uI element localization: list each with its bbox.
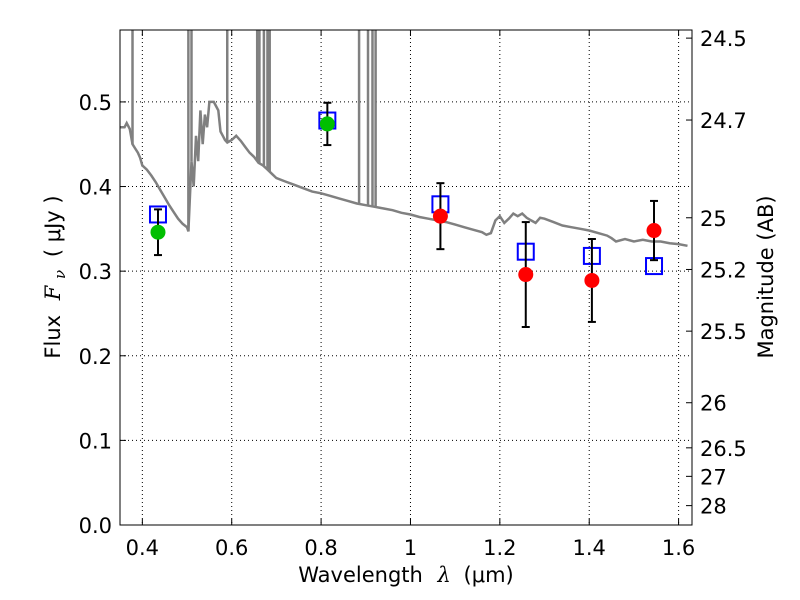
y2-tick-label: 24.7: [700, 109, 747, 133]
y2-tick-label: 27: [700, 465, 727, 489]
nir-data-point: [432, 208, 448, 224]
y-tick-label: 0.3: [79, 260, 112, 284]
y-tick-label: 0.1: [79, 429, 112, 453]
x-tick-label: 0.4: [126, 536, 159, 560]
y-axis-unit: ( μJy ): [41, 195, 65, 257]
x-tick-label: 0.6: [215, 536, 248, 560]
y-tick-label: 0.2: [79, 345, 112, 369]
y-axis-label: Flux F ν ( μJy ): [41, 195, 70, 358]
x-axis-label: Wavelength λ (μm): [298, 563, 513, 587]
y2-tick-label: 26: [700, 392, 727, 416]
y2-tick-label: 25.5: [700, 320, 747, 344]
y-axis-label-text: Flux: [41, 315, 65, 359]
x-tick-label: 1.2: [483, 536, 516, 560]
x-axis-label-text: Wavelength: [298, 563, 423, 587]
plot-frame: [119, 29, 693, 526]
x-tick-label: 0.8: [304, 536, 337, 560]
x-axis-symbol: λ: [437, 563, 451, 587]
markers: [148, 101, 664, 328]
y2-tick-label: 25.2: [700, 258, 747, 282]
x-tick-label: 1: [404, 536, 417, 560]
y-tick-label: 0.4: [79, 176, 112, 200]
model-sed-line: [120, 100, 688, 248]
y2-tick-label: 24.5: [700, 27, 747, 51]
nir-data-point: [518, 267, 534, 283]
plot-area: [120, 30, 692, 525]
x-tick-label: 1.4: [573, 536, 606, 560]
nir-data-point: [646, 223, 662, 239]
y-tick-label: 0.5: [79, 91, 112, 115]
optical-data-point: [150, 224, 166, 240]
y2-tick-label: 25: [700, 207, 727, 231]
y-tick-label: 0.0: [79, 514, 112, 538]
x-tick-label: 1.6: [662, 536, 695, 560]
y2-tick-label: 28: [700, 495, 727, 519]
y-axis-symbol: F: [41, 284, 65, 301]
x-axis-unit: (μm): [464, 563, 514, 587]
optical-data-point: [319, 116, 335, 132]
y-axis-subscript: ν: [51, 270, 69, 279]
y2-tick-label: 26.5: [700, 437, 747, 461]
sed-spikes: [131, 30, 377, 232]
grid: [120, 30, 692, 525]
ticks: 0.4 0.6 0.8 1 1.2 1.4 1.6 0.0 0.1 0.2 0.3 0.4 0.5 24.…: [79, 27, 747, 560]
data-layer: [120, 30, 688, 248]
y2-axis-label: Magnitude (AB): [754, 195, 778, 358]
nir-data-point: [584, 272, 600, 288]
